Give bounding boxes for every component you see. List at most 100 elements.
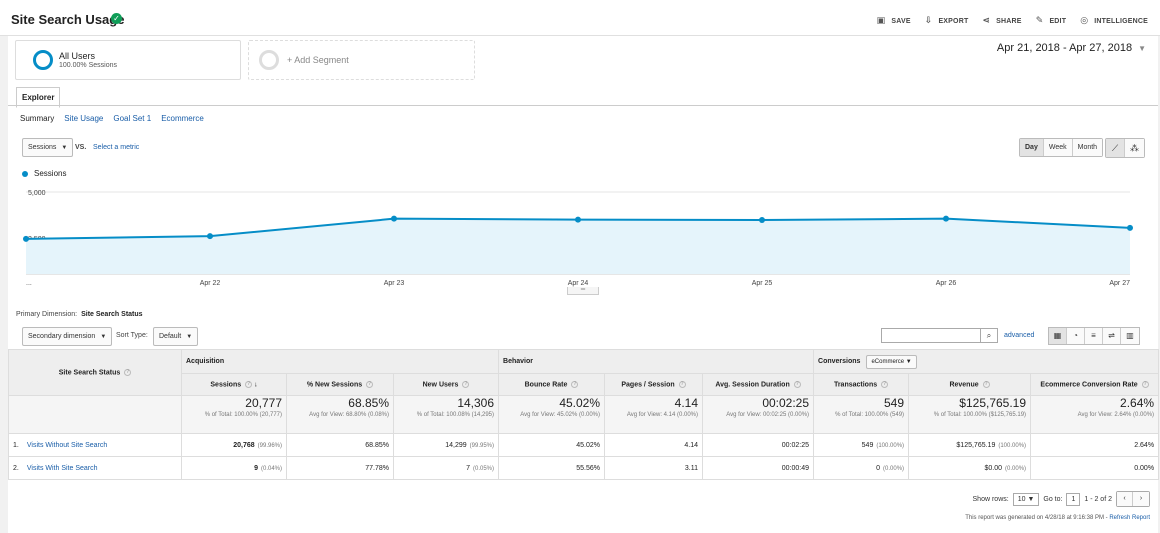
- subnav-summary[interactable]: Summary: [20, 114, 55, 123]
- export-button[interactable]: ⇩ EXPORT: [924, 15, 969, 25]
- granularity-month[interactable]: Month: [1072, 139, 1103, 156]
- col-new-users[interactable]: New Users?: [392, 373, 500, 396]
- segment-ring-icon: [33, 50, 53, 70]
- col-sessions[interactable]: Sessions? ↓: [181, 373, 287, 396]
- col-new-sessions[interactable]: % New Sessions?: [286, 373, 394, 396]
- table-cell: 14,299 (99.95%): [392, 433, 500, 457]
- table-cell: 20,768 (99.96%): [181, 433, 287, 457]
- page-range: 1 - 2 of 2: [1084, 495, 1112, 503]
- advanced-filter-link[interactable]: advanced: [1004, 332, 1035, 339]
- share-icon: ⋖: [982, 15, 991, 25]
- row-link[interactable]: Visits Without Site Search: [26, 441, 108, 449]
- total-cell: $125,765.19% of Total: 100.00% ($125,765…: [908, 395, 1032, 434]
- col-revenue[interactable]: Revenue?: [908, 373, 1032, 396]
- sessions-data-point[interactable]: [575, 216, 581, 223]
- table-cell: 2.64%: [1030, 433, 1160, 457]
- tab-divider: [8, 105, 1158, 106]
- sessions-data-point[interactable]: [759, 216, 765, 223]
- add-segment-label: + Add Segment: [287, 55, 349, 65]
- share-button[interactable]: ⋖ SHARE: [982, 15, 1022, 25]
- explorer-subnav: Summary Site Usage Goal Set 1 Ecommerce: [20, 114, 204, 123]
- select-metric-link[interactable]: Select a metric: [93, 144, 140, 151]
- dropdown-arrow-icon: ▼: [100, 334, 107, 340]
- col-conversion-rate[interactable]: Ecommerce Conversion Rate?: [1030, 373, 1160, 396]
- conversions-group-header: Conversions eCommerce ▼: [813, 349, 1160, 374]
- subnav-ecommerce[interactable]: Ecommerce: [161, 114, 204, 123]
- table-cell: 55.56%: [498, 456, 606, 480]
- motion-chart-icon[interactable]: ⁂: [1125, 139, 1144, 157]
- sessions-data-point[interactable]: [207, 233, 213, 240]
- sessions-data-point[interactable]: [23, 235, 29, 242]
- line-chart-icon[interactable]: ⟋: [1106, 139, 1125, 157]
- tab-bar: Explorer: [16, 87, 61, 108]
- goto-input[interactable]: 1: [1066, 492, 1081, 506]
- col-bounce-rate[interactable]: Bounce Rate?: [498, 373, 606, 396]
- sessions-data-point[interactable]: [943, 215, 949, 222]
- total-cell: 20,777% of Total: 100.00% (20,777): [181, 395, 287, 434]
- total-cell: 4.14 Avg for View: 4.14 (0.00%): [604, 395, 704, 434]
- segment-all-users[interactable]: All Users 100.00% Sessions: [15, 40, 241, 80]
- top-bar: Site Search Usage ✓ ▣ SAVE ⇩ EXPORT ⋖ SHARE…: [0, 0, 1160, 36]
- row-link[interactable]: Visits With Site Search: [26, 464, 98, 472]
- legend-label: Sessions: [34, 169, 67, 178]
- table-cell: 45.02%: [498, 433, 606, 457]
- show-rows-label: Show rows:: [972, 495, 1009, 503]
- acquisition-group-header: Acquisition: [180, 349, 500, 374]
- row-dimension-cell: 1. Visits Without Site Search: [8, 433, 182, 457]
- verified-check-icon: ✓: [111, 13, 122, 24]
- table-view-switch: ▦ ◔ ≡ ⇌ ▥: [1048, 327, 1140, 345]
- next-page-icon[interactable]: ›: [1133, 492, 1149, 506]
- goto-label: Go to:: [1043, 495, 1063, 503]
- tab-explorer[interactable]: Explorer: [16, 87, 61, 108]
- intelligence-button[interactable]: ◎ INTELLIGENCE: [1080, 15, 1148, 25]
- refresh-report-link[interactable]: Refresh Report: [1109, 515, 1150, 521]
- total-cell: 14,306% of Total: 100.08% (14,295): [392, 395, 500, 434]
- table-cell: 77.78%: [286, 456, 394, 480]
- export-icon: ⇩: [924, 15, 933, 25]
- show-rows-select[interactable]: 10 ▼: [1012, 492, 1040, 506]
- conversions-select[interactable]: eCommerce ▼: [866, 354, 917, 369]
- intelligence-icon: ◎: [1080, 15, 1089, 25]
- table-cell: 3.11: [604, 456, 704, 480]
- col-transactions[interactable]: Transactions?: [813, 373, 910, 396]
- date-range-picker[interactable]: Apr 21, 2018 - Apr 27, 2018 ▼: [996, 42, 1146, 54]
- save-button[interactable]: ▣ SAVE: [876, 15, 911, 25]
- comparison-icon[interactable]: ⇌: [1103, 328, 1121, 344]
- metric-select[interactable]: Sessions ▼: [22, 138, 74, 157]
- prev-page-icon[interactable]: ‹: [1117, 492, 1133, 506]
- edit-button[interactable]: ✎ EDIT: [1035, 15, 1067, 25]
- table-cell: 00:02:25: [702, 433, 815, 457]
- search-icon[interactable]: ⌕: [980, 329, 997, 342]
- table-cell: 549 (100.00%): [813, 433, 910, 457]
- sessions-data-point[interactable]: [391, 215, 397, 222]
- data-table-icon[interactable]: ▦: [1049, 328, 1067, 344]
- performance-icon[interactable]: ≡: [1085, 328, 1103, 344]
- granularity-day[interactable]: Day: [1020, 139, 1044, 156]
- help-icon: ?: [678, 380, 686, 388]
- subnav-site-usage[interactable]: Site Usage: [64, 114, 104, 123]
- table-search-input[interactable]: ⌕: [881, 328, 998, 343]
- page-title: Site Search Usage: [11, 12, 125, 27]
- pie-chart-icon[interactable]: ◔: [1067, 328, 1085, 344]
- report-body: All Users 100.00% Sessions + Add Segment…: [8, 36, 1160, 533]
- col-pages-session[interactable]: Pages / Session?: [604, 373, 704, 396]
- granularity-week[interactable]: Week: [1043, 139, 1073, 156]
- pivot-icon[interactable]: ▥: [1121, 328, 1139, 344]
- sort-type-select[interactable]: Default ▼: [153, 327, 199, 346]
- secondary-dimension-select[interactable]: Secondary dimension ▼: [22, 327, 113, 346]
- chart-resize-handle[interactable]: ═: [567, 287, 599, 295]
- vs-label: VS.: [75, 144, 87, 151]
- segment-percent: 100.00% Sessions: [59, 62, 117, 69]
- table-cell: 00:00:49: [702, 456, 815, 480]
- help-icon: ?: [571, 380, 579, 388]
- help-icon: ?: [124, 368, 132, 376]
- chevron-down-icon: ▼: [1138, 44, 1146, 53]
- chart-type-switch: ⟋ ⁂: [1105, 138, 1145, 158]
- table-row: 1. Visits Without Site Search 20,768 (99.9…: [8, 433, 1160, 457]
- dimension-header[interactable]: Site Search Status?: [8, 349, 182, 396]
- add-segment-button[interactable]: + Add Segment: [248, 40, 475, 80]
- subnav-goal-set-1[interactable]: Goal Set 1: [113, 114, 152, 123]
- col-avg-duration[interactable]: Avg. Session Duration?: [702, 373, 815, 396]
- sessions-data-point[interactable]: [1127, 224, 1133, 231]
- table-cell: 4.14: [604, 433, 704, 457]
